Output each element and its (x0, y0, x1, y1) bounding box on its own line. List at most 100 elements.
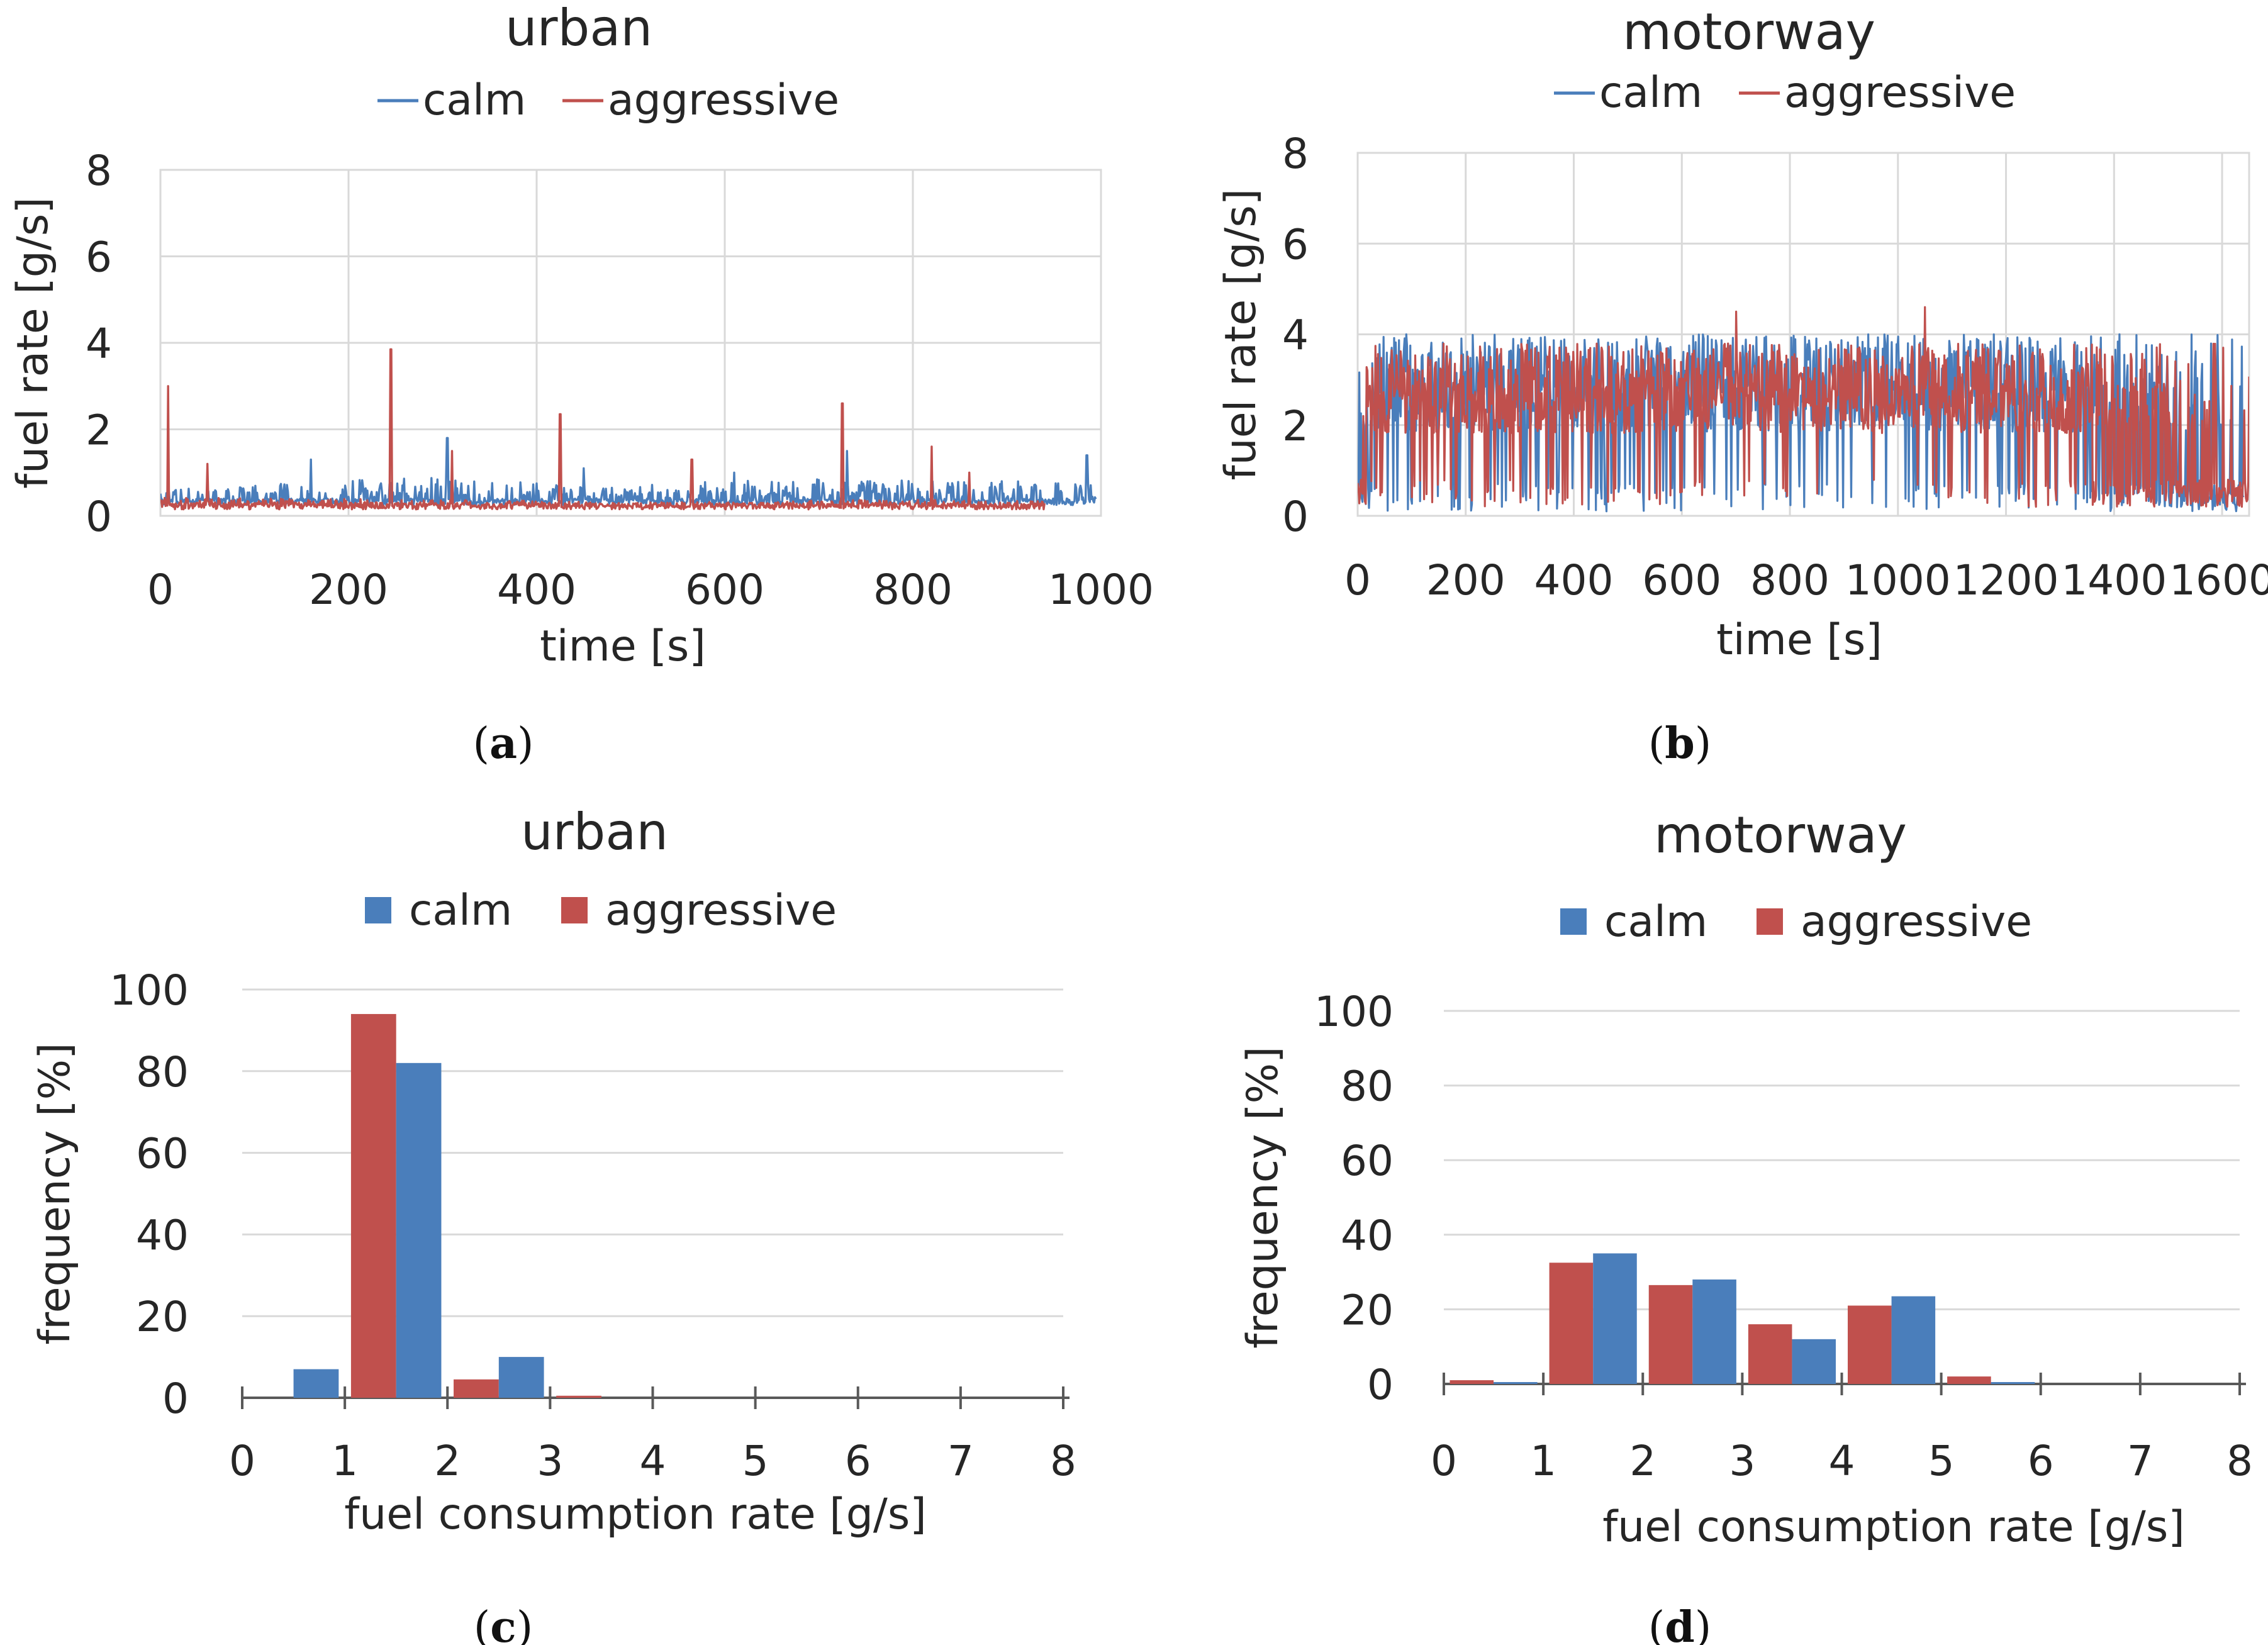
series-group (1358, 306, 2249, 513)
chart-title: motorway (1654, 806, 1907, 864)
x-tick-label: 4 (640, 1437, 666, 1485)
legend-label-aggressive: aggressive (605, 886, 837, 935)
x-tick-label: 200 (309, 566, 388, 614)
y-tick-label: 40 (136, 1211, 189, 1259)
bar-aggressive (1450, 1380, 1494, 1384)
y-tick-label: 100 (1314, 988, 1394, 1036)
x-tick-label: 6 (2028, 1437, 2054, 1485)
x-tick-label: 1400 (2061, 556, 2167, 605)
bar-calm (396, 1062, 442, 1398)
x-axis-label: time [s] (1716, 615, 1882, 665)
y-tick-label: 40 (1341, 1212, 1394, 1260)
y-tick-label: 0 (1367, 1361, 1394, 1409)
legend-label-calm: calm (1599, 68, 1702, 118)
legend-label-calm: calm (409, 886, 512, 935)
x-tick-label: 8 (1050, 1437, 1076, 1485)
bar-calm (498, 1357, 544, 1398)
plot-frame (1356, 152, 2250, 517)
bar-aggressive (350, 1013, 396, 1398)
legend-swatch-calm (365, 897, 391, 923)
x-tick-label: 1600 (2169, 556, 2268, 605)
x-tick-label: 1200 (1953, 556, 2059, 605)
y-tick-label: 6 (1282, 220, 1309, 269)
x-tick-label: 0 (1431, 1437, 1457, 1485)
legend-swatch-calm (1560, 908, 1587, 935)
y-axis-label: fuel rate [g/s] (8, 197, 58, 489)
y-axis-label: fuel rate [g/s] (1216, 189, 1266, 481)
bar-calm (1891, 1296, 1936, 1384)
y-axis-label: frequency [%] (1238, 1046, 1288, 1348)
plot-frame (159, 169, 1102, 517)
x-tick-label: 1000 (1845, 556, 1951, 605)
bar-calm (1593, 1253, 1637, 1384)
x-tick-label: 800 (873, 566, 952, 614)
y-tick-label: 2 (1282, 402, 1309, 450)
bar-calm (1692, 1279, 1736, 1384)
y-tick-label: 60 (136, 1130, 189, 1178)
x-axis-label: fuel consumption rate [g/s] (344, 1490, 927, 1539)
x-tick-label: 400 (497, 566, 576, 614)
bar-aggressive (1847, 1305, 1892, 1384)
x-tick-label: 5 (1928, 1437, 1955, 1485)
legend-swatch-aggressive (1757, 908, 1783, 935)
x-axis-label: time [s] (540, 622, 706, 671)
y-tick-label: 0 (86, 493, 112, 541)
series-line-aggressive (1358, 306, 2249, 508)
x-tick-label: 5 (742, 1437, 769, 1485)
y-tick-label: 20 (1341, 1286, 1394, 1334)
panel-caption: (a) (472, 718, 533, 769)
bar-aggressive (1549, 1263, 1594, 1384)
bar-aggressive (1748, 1324, 1792, 1384)
y-tick-label: 80 (1341, 1062, 1394, 1111)
y-tick-label: 100 (109, 966, 189, 1015)
x-tick-label: 800 (1750, 556, 1829, 605)
x-tick-label: 8 (2226, 1437, 2253, 1485)
x-tick-label: 1 (332, 1437, 358, 1485)
legend-swatch-aggressive (561, 897, 588, 923)
x-tick-label: 3 (537, 1437, 563, 1485)
x-tick-label: 3 (1729, 1437, 1755, 1485)
x-tick-label: 0 (229, 1437, 255, 1485)
x-tick-label: 600 (685, 566, 764, 614)
legend-label-aggressive: aggressive (1784, 68, 2016, 118)
y-tick-label: 0 (1282, 493, 1309, 541)
panel-caption: (c) (474, 1602, 533, 1645)
series-line-calm (160, 437, 1097, 506)
x-tick-label: 2 (1629, 1437, 1656, 1485)
series-group (160, 348, 1097, 511)
legend-label-aggressive: aggressive (608, 75, 839, 125)
gridlines (159, 169, 1102, 517)
x-tick-label: 1000 (1048, 566, 1154, 614)
bar-calm (1991, 1382, 2035, 1384)
series-line-aggressive (160, 348, 1046, 511)
x-tick-label: 2 (434, 1437, 461, 1485)
bar-calm (1792, 1339, 1836, 1384)
legend-label-calm: calm (423, 75, 526, 125)
chart-title: urban (505, 0, 652, 57)
y-tick-label: 6 (86, 233, 112, 282)
legend: calm aggressive (1554, 68, 2016, 118)
y-tick-label: 4 (86, 320, 112, 368)
bar-aggressive (556, 1395, 601, 1398)
y-tick-label: 60 (1341, 1137, 1394, 1185)
bar-aggressive (1947, 1376, 1991, 1384)
x-tick-label: 6 (845, 1437, 871, 1485)
legend: calm aggressive (1560, 897, 2032, 947)
x-tick-label: 7 (2127, 1437, 2153, 1485)
y-tick-label: 80 (136, 1048, 189, 1096)
y-tick-label: 8 (86, 147, 112, 195)
bars (1450, 1253, 2035, 1384)
x-tick-label: 0 (1344, 556, 1371, 605)
bar-aggressive (1648, 1285, 1693, 1384)
y-tick-label: 8 (1282, 130, 1309, 178)
y-tick-label: 2 (86, 406, 112, 455)
bar-calm (293, 1369, 339, 1398)
chart-title: motorway (1623, 3, 1875, 61)
x-tick-label: 200 (1426, 556, 1505, 605)
legend: calm aggressive (365, 886, 837, 935)
x-tick-label: 400 (1534, 556, 1614, 605)
y-tick-label: 20 (136, 1293, 189, 1341)
x-tick-label: 4 (1829, 1437, 1855, 1485)
y-tick-label: 0 (162, 1375, 189, 1423)
